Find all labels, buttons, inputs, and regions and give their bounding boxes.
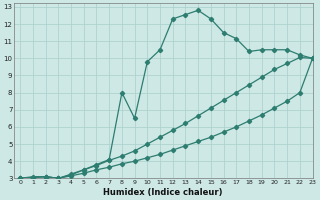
X-axis label: Humidex (Indice chaleur): Humidex (Indice chaleur)	[103, 188, 223, 197]
